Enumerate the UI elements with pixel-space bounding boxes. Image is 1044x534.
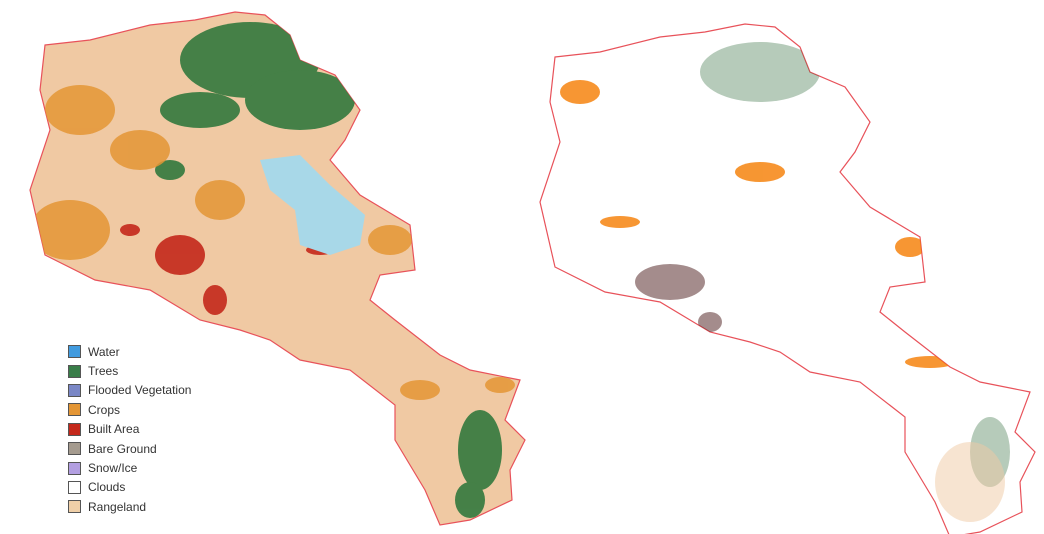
legend-item-crops: Crops xyxy=(68,400,191,419)
land-cover-change-map xyxy=(539,23,1036,534)
legend-label: Bare Ground xyxy=(88,441,157,456)
rangeland-swatch xyxy=(68,500,81,514)
trees-swatch xyxy=(68,364,81,378)
legend-item-clouds: Clouds xyxy=(68,478,191,497)
snow-ice-swatch xyxy=(68,461,81,475)
flooded-vegetation-swatch xyxy=(68,383,81,397)
legend-item-water: Water xyxy=(68,342,191,361)
built-areas xyxy=(120,224,334,315)
legend-label: Built Area xyxy=(88,422,140,437)
legend-label: Flooded Vegetation xyxy=(88,383,192,398)
trees-areas xyxy=(155,22,502,518)
change-orange-patches xyxy=(560,80,955,368)
water-swatch xyxy=(68,345,81,359)
legend-label: Snow/Ice xyxy=(88,461,138,476)
legend-label: Clouds xyxy=(88,480,126,495)
crops-swatch xyxy=(68,403,81,417)
legend-item-bare-ground: Bare Ground xyxy=(68,439,191,458)
legend-label: Water xyxy=(88,344,120,359)
built-area-swatch xyxy=(68,422,81,436)
legend: Water Trees Flooded Vegetation Crops Bui… xyxy=(68,342,191,517)
legend-item-snow-ice: Snow/Ice xyxy=(68,458,191,477)
legend-label: Rangeland xyxy=(88,499,147,514)
legend-item-built-area: Built Area xyxy=(68,420,191,439)
legend-item-trees: Trees xyxy=(68,361,191,380)
change-dark-patches xyxy=(635,264,722,332)
lake-sevan xyxy=(260,155,365,255)
land-cover-map xyxy=(29,11,526,526)
legend-label: Crops xyxy=(88,402,121,417)
bare-ground-swatch xyxy=(68,442,81,456)
legend-label: Trees xyxy=(88,364,119,379)
legend-item-rangeland: Rangeland xyxy=(68,497,191,516)
crops-areas xyxy=(30,85,515,400)
clouds-swatch xyxy=(68,480,81,494)
legend-item-flooded-vegetation: Flooded Vegetation xyxy=(68,381,191,400)
